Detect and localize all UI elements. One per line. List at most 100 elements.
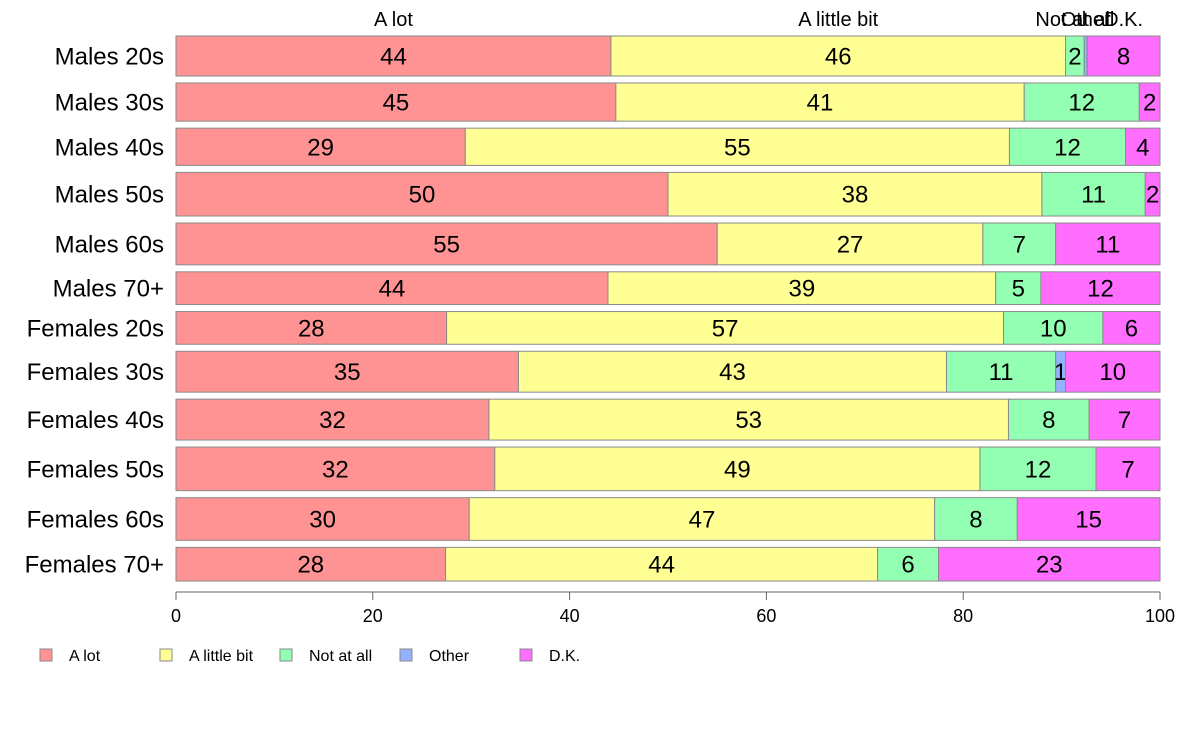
row-label-males-40s: Males 40s [55, 134, 164, 161]
bar-segment-males-60s-not-at-all [982, 222, 1057, 266]
top-label-d-k: D.K. [1104, 9, 1143, 31]
legend-item-not-at-all: Not at all [279, 648, 372, 665]
data-label: 50 [409, 182, 436, 209]
data-label: 41 [807, 90, 834, 117]
bar-segment-males-30s-not-at-all [1023, 82, 1140, 122]
bar-segment-males-40s-a-lot [175, 127, 466, 166]
bar-segment-males-50s-a-lot [175, 171, 669, 217]
legend-swatch [159, 648, 173, 662]
legend-swatch [39, 648, 53, 662]
bar-segment-females-60s-d-k [1016, 497, 1161, 541]
data-label: 53 [735, 407, 762, 434]
bar-segment-males-30s-d-k [1138, 82, 1161, 122]
data-label: 23 [1036, 552, 1063, 579]
bar-row-males-30s: 45 41 12 2 [175, 82, 1161, 122]
data-label: 8 [969, 507, 982, 534]
row-label-females-40s: Females 40s [27, 407, 164, 434]
data-label: 29 [307, 134, 334, 161]
row-label-females-50s: Females 50s [27, 456, 164, 483]
bar-segment-females-40s-a-little-bit [488, 398, 1009, 441]
data-label: 6 [1125, 315, 1138, 342]
data-label: 44 [648, 552, 675, 579]
legend-item-d-k: D.K. [519, 648, 580, 665]
legend-swatch [399, 648, 413, 662]
row-label-males-50s: Males 50s [55, 182, 164, 209]
data-label: 57 [712, 315, 739, 342]
bar-segment-males-50s-a-little-bit [667, 171, 1043, 217]
legend-label: A lot [69, 648, 101, 665]
bar-segment-males-70-a-lot [175, 271, 609, 306]
legend-label: A little bit [189, 648, 254, 665]
bar-segment-males-70-not-at-all [995, 271, 1042, 306]
data-label: 38 [842, 182, 869, 209]
data-label: 30 [309, 507, 336, 534]
x-tick-label: 20 [363, 606, 383, 626]
legend-item-a-lot: A lot [39, 648, 101, 665]
data-label: 32 [319, 407, 346, 434]
bar-row-females-30s: 35 43 11 1 10 [175, 350, 1161, 393]
bar-segment-females-20s-not-at-all [1003, 311, 1104, 345]
data-label: 7 [1013, 231, 1026, 258]
bar-segment-males-60s-a-little-bit [716, 222, 984, 266]
data-label: 7 [1118, 407, 1131, 434]
legend-label: Not at all [309, 648, 372, 665]
data-label: 44 [380, 43, 407, 70]
data-label: 6 [901, 552, 914, 579]
legend-item-a-little-bit: A little bit [159, 648, 254, 665]
bar-row-males-40s: 29 55 12 4 [175, 127, 1161, 166]
x-tick-label: 40 [560, 606, 580, 626]
legend: A lot A little bit Not at all Other D.K. [39, 648, 580, 665]
data-label: 28 [298, 315, 325, 342]
bar-segment-females-30s-not-at-all [945, 350, 1057, 393]
row-label-females-30s: Females 30s [27, 359, 164, 386]
bar-segment-females-20s-a-lot [175, 311, 448, 345]
data-label: 11 [989, 359, 1014, 386]
bar-row-males-60s: 55 27 7 11 [175, 222, 1161, 266]
row-label-females-70: Females 70+ [25, 552, 164, 579]
bar-segment-males-50s-not-at-all [1041, 171, 1146, 217]
bar-segment-males-60s-d-k [1055, 222, 1161, 266]
x-axis: 0 20 40 60 80 100 [171, 591, 1175, 626]
bar-segment-females-30s-a-lot [175, 350, 519, 393]
bar-segment-females-70-a-lot [175, 546, 447, 582]
bar-row-males-50s: 50 38 11 2 [175, 171, 1161, 217]
bar-segment-females-50s-not-at-all [979, 446, 1097, 492]
data-label: 43 [719, 359, 746, 386]
data-label: 55 [433, 231, 460, 258]
data-label: 28 [297, 552, 324, 579]
bar-segment-males-70-d-k [1040, 271, 1161, 306]
data-label: 44 [379, 276, 406, 303]
data-label: 12 [1054, 134, 1081, 161]
data-label: 45 [383, 90, 410, 117]
bar-segment-females-30s-d-k [1065, 350, 1161, 393]
row-label-males-60s: Males 60s [55, 231, 164, 258]
bar-row-males-70: 44 39 5 12 [175, 271, 1161, 306]
bar-segment-males-20s-d-k [1086, 35, 1161, 77]
data-label: 39 [788, 276, 815, 303]
bar-row-females-50s: 32 49 12 7 [175, 446, 1161, 492]
bar-segment-males-50s-d-k [1144, 171, 1161, 217]
bar-segment-females-40s-a-lot [175, 398, 490, 441]
bar-segment-males-40s-not-at-all [1008, 127, 1127, 166]
x-tick-label: 100 [1145, 606, 1175, 626]
legend-label: D.K. [549, 648, 580, 665]
data-label: 10 [1099, 359, 1126, 386]
data-label: 5 [1012, 276, 1025, 303]
data-label: 27 [837, 231, 864, 258]
bar-segment-females-40s-not-at-all [1007, 398, 1090, 441]
data-label: 10 [1040, 315, 1067, 342]
top-label-not-at-all: Not at all [1035, 9, 1114, 31]
bar-segment-males-60s-a-lot [175, 222, 718, 266]
x-tick-label: 80 [953, 606, 973, 626]
bar-segment-females-50s-a-little-bit [494, 446, 981, 492]
data-label: 4 [1136, 134, 1149, 161]
data-label: 2 [1146, 182, 1159, 209]
bar-segment-males-20s-a-lot [175, 35, 612, 77]
data-label: 49 [724, 456, 751, 483]
data-label: 12 [1068, 90, 1095, 117]
legend-item-other: Other [399, 648, 470, 665]
data-label: 55 [724, 134, 751, 161]
